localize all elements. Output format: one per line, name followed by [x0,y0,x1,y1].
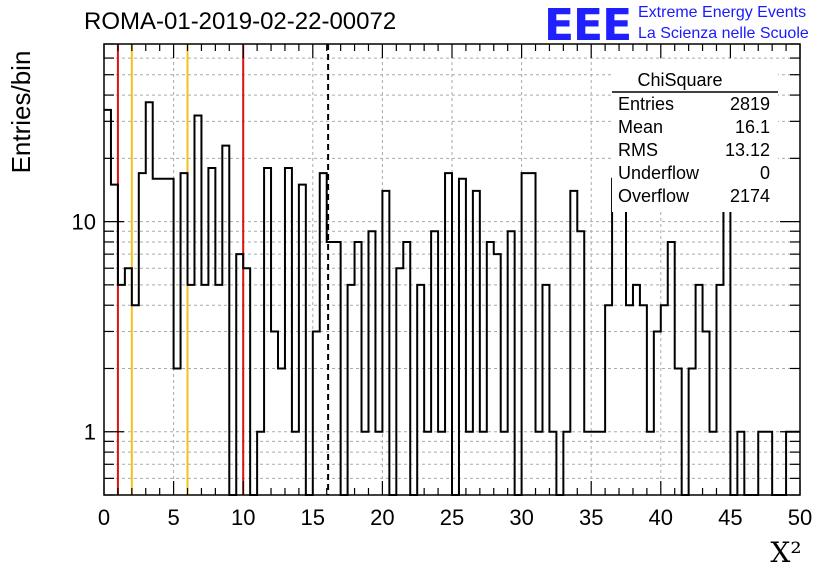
y-tick-label: 1 [84,420,96,445]
stats-row-label: Underflow [618,163,700,183]
y-axis-label: Entries/bin [6,51,36,174]
histogram-series [104,101,800,496]
stats-row-label: Overflow [618,186,690,206]
stats-row-label: RMS [618,140,658,160]
stats-row-label: Entries [618,94,674,114]
x-tick-label: 35 [579,505,603,530]
stats-row-value: 16.1 [735,117,770,137]
eee-logo-line2: La Scienza nelle Scuole [638,25,809,42]
stats-row-label: Mean [618,117,663,137]
x-tick-label: 25 [440,505,464,530]
stats-title: ChiSquare [637,70,722,90]
stats-row-value: 2819 [730,94,770,114]
stats-row-value: 0 [760,163,770,183]
x-tick-label: 5 [167,505,179,530]
x-tick-labels: 0 5 10 15 20 25 30 35 40 45 50 [98,505,812,530]
y-tick-label: 10 [72,210,96,235]
x-tick-label: 0 [98,505,110,530]
x-tick-label: 20 [370,505,394,530]
x-tick-label: 30 [509,505,533,530]
x-tick-label: 15 [301,505,325,530]
x-tick-label: 40 [649,505,673,530]
stats-row-value: 2174 [730,186,770,206]
x-tick-label: 50 [788,505,812,530]
y-tick-labels: 1 10 [72,210,96,445]
x-axis-label: X² [770,536,801,569]
eee-logo-line1: Extreme Energy Events [638,4,807,21]
stats-row-value: 13.12 [725,140,770,160]
x-tick-label: 10 [231,505,255,530]
x-tick-label: 45 [718,505,742,530]
eee-logo: EEE [544,0,632,51]
stats-box: ChiSquare Entries 2819 Mean 16.1 RMS 13.12 Und… [612,62,778,212]
axis-ticks [103,43,801,496]
chart-title: ROMA-01-2019-02-22-00072 [84,8,397,35]
